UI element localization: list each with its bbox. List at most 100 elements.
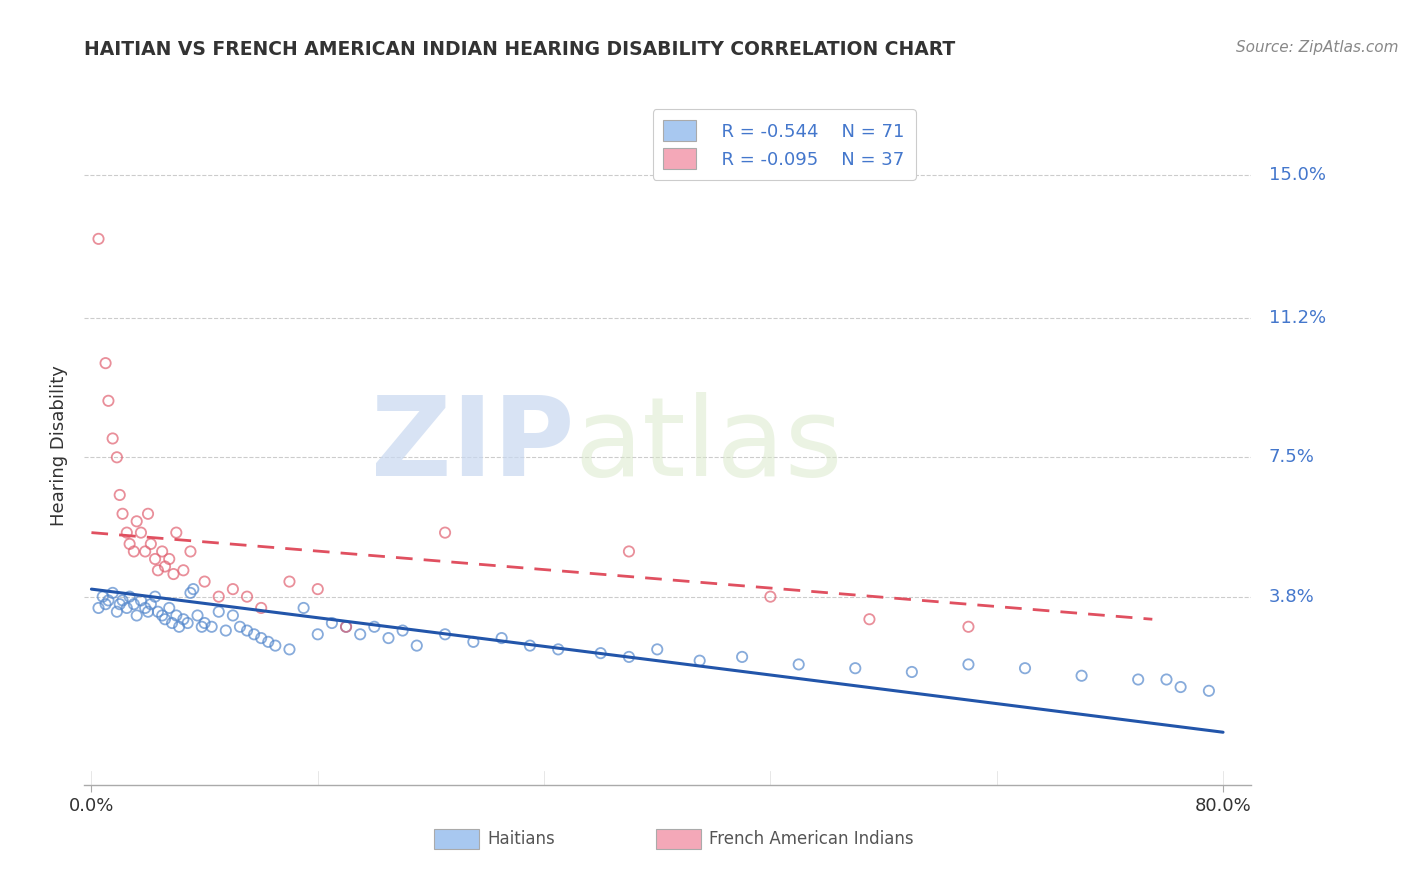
Text: 7.5%: 7.5% (1268, 449, 1315, 467)
Legend:   R = -0.544    N = 71,   R = -0.095    N = 37: R = -0.544 N = 71, R = -0.095 N = 37 (652, 110, 915, 180)
Point (858, 612, 880, 626)
Point (125, 608, 148, 623)
Point (589, 646, 612, 660)
Point (146, 605, 169, 619)
Text: HAITIAN VS FRENCH AMERICAN INDIAN HEARING DISABILITY CORRELATION CHART: HAITIAN VS FRENCH AMERICAN INDIAN HEARIN… (84, 40, 956, 59)
Point (519, 639, 541, 653)
Point (222, 608, 245, 623)
Point (108, 488, 131, 502)
Point (94, 597, 117, 611)
Point (236, 590, 259, 604)
FancyBboxPatch shape (434, 829, 479, 849)
Point (278, 642, 301, 657)
Point (236, 624, 259, 638)
Text: atlas: atlas (575, 392, 844, 500)
Point (157, 601, 180, 615)
Point (405, 639, 427, 653)
Point (115, 525, 138, 540)
Point (125, 514, 148, 528)
Point (1128, 673, 1150, 687)
Point (243, 627, 266, 641)
Point (105, 450, 128, 465)
Point (143, 590, 166, 604)
Text: ZIP: ZIP (371, 392, 575, 500)
Point (115, 601, 138, 615)
Point (957, 657, 980, 672)
Point (229, 620, 252, 634)
Point (844, 661, 866, 675)
Point (377, 631, 399, 645)
Point (1170, 680, 1192, 694)
Point (87, 232, 110, 246)
Point (97, 393, 120, 408)
Point (146, 563, 169, 577)
Point (111, 593, 134, 607)
Point (97, 593, 120, 607)
Point (167, 620, 190, 634)
Point (111, 507, 134, 521)
Point (264, 639, 287, 653)
Point (101, 432, 124, 446)
Text: Source: ZipAtlas.com: Source: ZipAtlas.com (1236, 40, 1399, 55)
Point (118, 537, 141, 551)
Point (181, 582, 204, 596)
Point (91, 590, 114, 604)
Point (335, 620, 357, 634)
Point (434, 627, 457, 641)
Point (94, 356, 117, 370)
Point (105, 605, 128, 619)
Point (1070, 669, 1092, 683)
Point (215, 624, 238, 638)
Point (87, 601, 110, 615)
Point (108, 597, 131, 611)
Text: Haitians: Haitians (486, 830, 555, 848)
Point (787, 657, 810, 672)
Point (139, 537, 162, 551)
Point (250, 601, 273, 615)
Point (139, 597, 162, 611)
Point (172, 612, 194, 626)
Point (118, 590, 141, 604)
Point (186, 608, 208, 623)
Point (150, 608, 173, 623)
Point (129, 593, 152, 607)
Point (363, 620, 385, 634)
Point (434, 525, 457, 540)
Point (335, 620, 357, 634)
Point (250, 631, 273, 645)
Point (731, 649, 754, 664)
Point (957, 620, 980, 634)
Point (491, 631, 513, 645)
Point (292, 601, 315, 615)
Point (689, 654, 711, 668)
Point (179, 544, 201, 558)
Point (307, 627, 329, 641)
Point (1014, 661, 1036, 675)
Point (157, 552, 180, 566)
Text: 15.0%: 15.0% (1268, 166, 1326, 184)
Point (153, 612, 176, 626)
Point (391, 624, 413, 638)
Point (101, 586, 124, 600)
Point (278, 574, 301, 589)
Point (165, 525, 187, 540)
Point (194, 574, 217, 589)
Text: French American Indians: French American Indians (709, 830, 914, 848)
Point (349, 627, 371, 641)
Point (134, 601, 156, 615)
Point (143, 552, 166, 566)
Point (201, 620, 224, 634)
Text: 3.8%: 3.8% (1268, 588, 1315, 606)
Point (321, 615, 343, 630)
Point (617, 544, 640, 558)
Point (194, 615, 217, 630)
Point (172, 563, 194, 577)
Point (208, 605, 231, 619)
Point (122, 544, 145, 558)
Point (179, 586, 201, 600)
Point (150, 544, 173, 558)
Point (134, 544, 156, 558)
FancyBboxPatch shape (657, 829, 700, 849)
Point (176, 615, 198, 630)
Point (136, 507, 159, 521)
